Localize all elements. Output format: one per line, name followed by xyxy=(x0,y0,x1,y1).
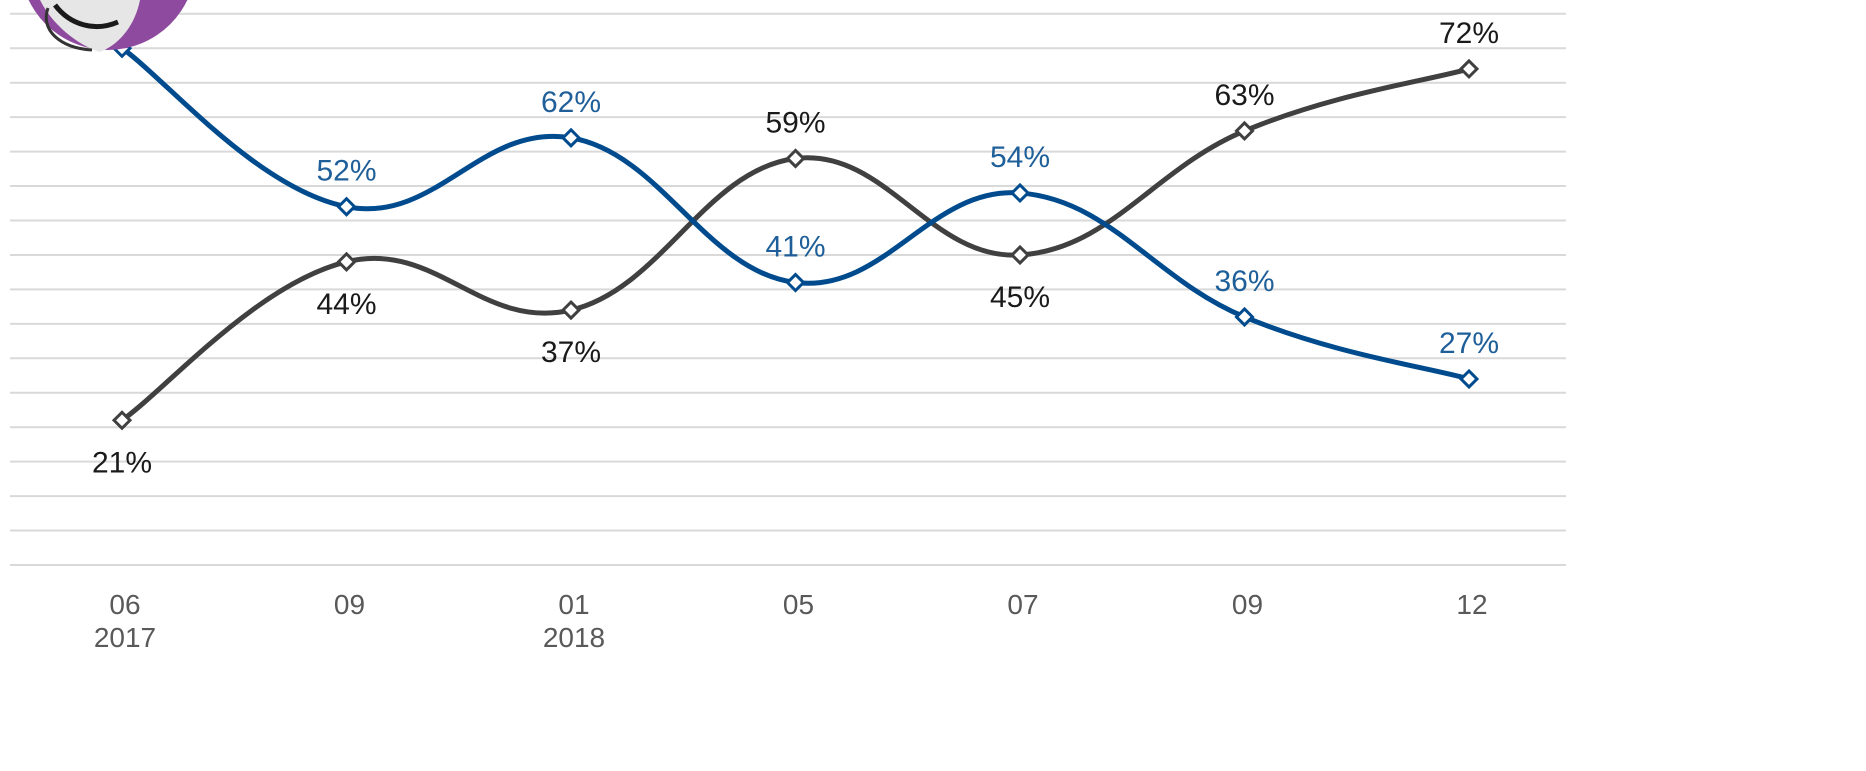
data-labels: 75%52%62%41%54%36%27%21%44%37%59%45%63%7… xyxy=(92,0,1499,479)
series-2-data-label: 37% xyxy=(541,336,601,369)
x-tick-label: 05 xyxy=(783,589,814,620)
series-2-marker xyxy=(1009,244,1031,266)
x-tick-label: 09 xyxy=(334,589,365,620)
series-2-marker xyxy=(1458,58,1480,80)
logo-avatar-icon xyxy=(28,0,188,52)
series-2-data-label: 44% xyxy=(316,288,376,321)
series-markers xyxy=(111,38,1480,431)
series-2-marker xyxy=(1234,120,1255,142)
series-1-data-label: 36% xyxy=(1214,265,1274,298)
series-1-data-label: 27% xyxy=(1439,327,1499,360)
series-1-marker xyxy=(785,272,806,293)
series-2-marker xyxy=(336,251,357,272)
series-2-marker xyxy=(111,410,133,431)
x-tick-label: 06 xyxy=(109,589,140,620)
series-1-marker xyxy=(1234,306,1255,328)
series-2-marker xyxy=(560,299,582,321)
x-tick-label: 01 xyxy=(558,589,589,620)
series-2-data-label: 45% xyxy=(990,281,1050,314)
x-tick-label: 09 xyxy=(1232,589,1263,620)
series-1-data-label: 54% xyxy=(990,141,1050,174)
series-1-marker xyxy=(336,196,357,217)
series-2-data-label: 63% xyxy=(1214,79,1274,112)
x-tick-label: 07 xyxy=(1007,589,1038,620)
series-1-data-label: 62% xyxy=(541,86,601,119)
series-2-data-label: 59% xyxy=(765,106,825,139)
series-1-data-label: 41% xyxy=(765,231,825,264)
gridlines xyxy=(10,12,1566,566)
series-1-marker xyxy=(1458,368,1480,390)
series-2-data-label: 21% xyxy=(92,446,152,479)
x-tick-year-label: 2017 xyxy=(94,622,156,653)
series-1-marker xyxy=(1009,182,1031,204)
x-tick-label: 12 xyxy=(1456,589,1487,620)
series-2-marker xyxy=(785,148,806,169)
series-1-marker xyxy=(560,127,582,148)
series-1-data-label: 52% xyxy=(316,155,376,188)
series-2-data-label: 72% xyxy=(1439,17,1499,50)
x-tick-year-label: 2018 xyxy=(543,622,605,653)
